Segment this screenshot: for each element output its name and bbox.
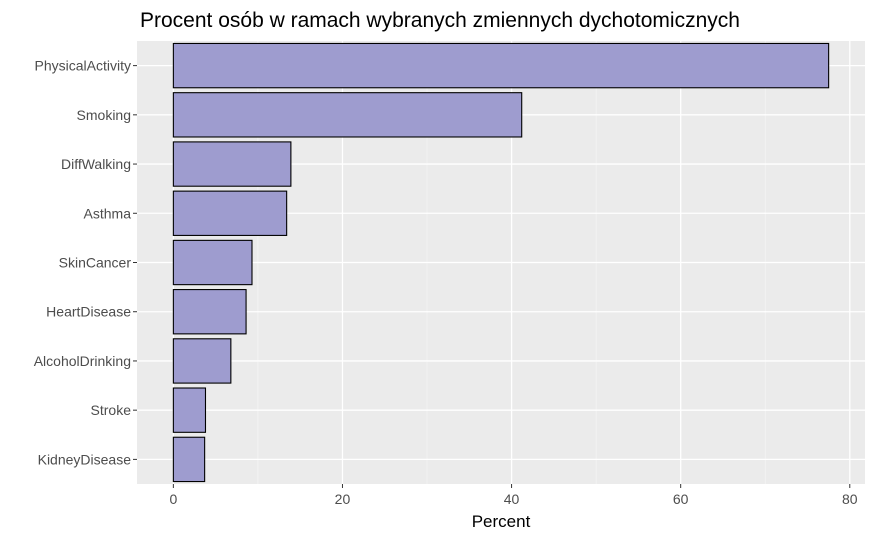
y-tick-label: DiffWalking [61, 156, 131, 172]
y-axis: PhysicalActivity Smoking DiffWalking Asthma… [34, 58, 137, 467]
x-tick-label: 60 [673, 491, 689, 507]
bar-HeartDisease [172, 289, 247, 335]
bars [172, 42, 830, 483]
bar-Asthma [172, 190, 288, 236]
bar-KidneyDisease [172, 436, 206, 483]
x-tick-label: 0 [169, 491, 177, 507]
bar-SkinCancer [172, 239, 253, 286]
y-tick-label: Smoking [77, 107, 131, 123]
y-tick-label: Stroke [91, 402, 132, 418]
x-tick-label: 40 [504, 491, 520, 507]
bar-Stroke [172, 387, 207, 433]
y-tick-label: HeartDisease [46, 304, 131, 320]
chart-title: Procent osób w ramach wybranych zmiennyc… [140, 9, 740, 32]
bar-PhysicalActivity [172, 42, 830, 89]
x-axis: 0 20 40 60 80 [169, 484, 858, 507]
x-tick-label: 20 [335, 491, 351, 507]
bar-Smoking [172, 92, 523, 138]
x-axis-title: Percent [472, 512, 531, 531]
y-tick-label: SkinCancer [59, 255, 132, 271]
y-tick-label: KidneyDisease [38, 451, 132, 467]
y-tick-label: Asthma [84, 205, 132, 221]
bar-DiffWalking [172, 141, 292, 187]
x-tick-label: 80 [842, 491, 858, 507]
y-tick-label: PhysicalActivity [35, 58, 131, 74]
bar-AlcoholDrinking [172, 338, 232, 384]
y-tick-label: AlcoholDrinking [34, 353, 131, 369]
